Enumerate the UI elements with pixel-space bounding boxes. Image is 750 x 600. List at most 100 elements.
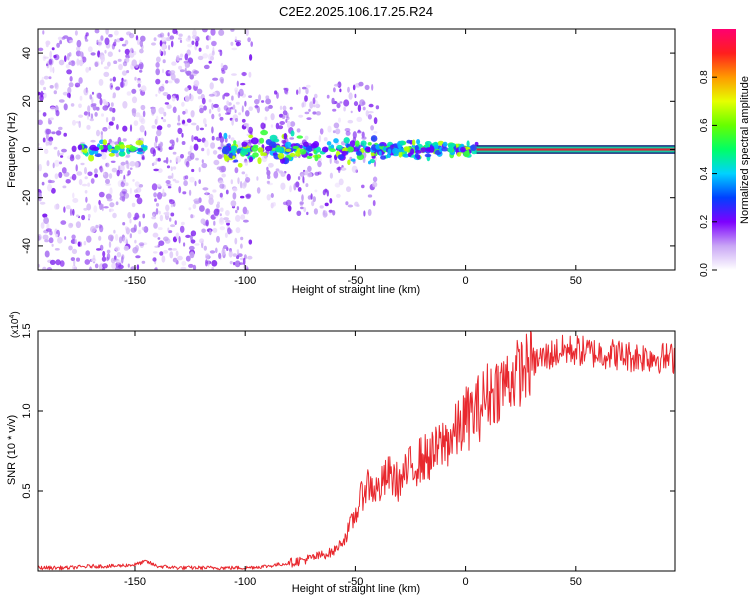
spectrogram-speckle (311, 200, 315, 207)
spectrogram-speckle (199, 238, 205, 244)
spectrogram-speckle (357, 129, 361, 133)
spectrogram-speckle (361, 184, 365, 189)
spectrogram-speckle (62, 91, 68, 96)
spectrogram-speckle (178, 65, 183, 70)
spectrogram-speckle (211, 50, 215, 56)
y-tick-label: -20 (21, 190, 33, 206)
spectrogram-speckle (38, 47, 44, 52)
colorbar-label: Normalized spectral amplitude (739, 76, 750, 224)
spectrogram-speckle (287, 205, 292, 212)
spectrogram-speckle (353, 101, 359, 107)
spectrogram-speckle (125, 154, 131, 158)
y-tick-label: 1.5 (21, 323, 33, 338)
spectrogram-speckle (119, 169, 123, 174)
spectrogram-speckle (189, 145, 193, 152)
spectrogram-speckle (338, 178, 344, 186)
spectrogram-speckle (268, 182, 273, 186)
spectrogram-speckle (216, 235, 220, 243)
spectrogram-speckle (72, 208, 75, 216)
spectrogram-speckle (49, 259, 56, 265)
spectrogram-band-blob (248, 134, 254, 139)
spectrogram-speckle (193, 136, 199, 141)
spectrogram-speckle (270, 113, 275, 121)
spectrogram-speckle (209, 250, 216, 254)
spectrogram-band-blob (252, 152, 259, 158)
spectrogram-speckle (131, 108, 137, 114)
spectrogram-speckle (317, 171, 322, 175)
spectrogram-speckle (45, 133, 49, 140)
spectrogram-speckle (210, 29, 216, 36)
spectrogram-speckle (186, 49, 191, 56)
snr-plot-area (38, 331, 675, 571)
spectrogram-speckle (93, 205, 98, 213)
spectrogram-speckle (57, 150, 60, 157)
spectrogram-speckle (179, 53, 184, 58)
spectrogram-speckle (238, 88, 244, 97)
spectrogram-speckle (42, 137, 46, 143)
spectrogram-speckle (231, 47, 238, 51)
spectrogram-speckle (161, 83, 165, 89)
spectrogram-speckle (238, 112, 242, 116)
spectrogram-speckle (167, 32, 170, 37)
spectrogram-speckle (45, 228, 52, 232)
spectrogram-speckle (47, 183, 53, 192)
spectrogram-speckle (58, 171, 63, 179)
spectrogram-speckle (240, 82, 246, 86)
spectrogram-speckle (282, 105, 287, 111)
spectrogram-speckle (106, 249, 111, 254)
spectrogram-band-blob (231, 145, 238, 152)
spectrogram-speckle (194, 200, 200, 205)
spectrogram-speckle (71, 173, 77, 181)
spectrogram-speckle (190, 214, 194, 219)
spectrogram-speckle (50, 106, 56, 111)
spectrogram-band-blob (119, 144, 126, 150)
spectrogram-speckle (168, 80, 173, 84)
spectrogram-band-blob (233, 140, 237, 146)
spectrogram-speckle (48, 237, 54, 244)
spectrogram-speckle (136, 38, 141, 46)
spectrogram-speckle (43, 86, 47, 91)
spectrogram-band-blob (260, 150, 264, 157)
colorbar-tick-label: 0.2 (699, 214, 710, 228)
spectrogram-speckle (84, 39, 89, 42)
spectrogram-band-blob (370, 152, 375, 157)
spectrogram-speckle (162, 119, 167, 123)
spectrogram-speckle (326, 190, 329, 197)
spectrogram-speckle (170, 212, 175, 217)
spectrogram-speckle (202, 53, 209, 59)
spectrogram-speckle (104, 105, 108, 109)
spectrogram-speckle (105, 178, 110, 185)
spectrogram-band-blob (403, 146, 410, 152)
spectrogram-speckle (332, 210, 336, 216)
spectrogram-speckle (314, 189, 318, 193)
spectrogram-speckle (66, 53, 70, 61)
spectrogram-speckle (367, 194, 373, 198)
spectrogram-speckle (56, 42, 60, 48)
spectrogram-speckle (122, 125, 128, 132)
spectrogram-speckle (217, 146, 222, 150)
spectrogram-speckle (176, 137, 179, 143)
spectrogram-panel: -150 -100 -50 0 50 -40 -20 0 20 40 Height of str… (6, 28, 676, 296)
spectrogram-speckle (232, 192, 237, 200)
spectrogram-speckle (186, 118, 192, 123)
spectrogram-speckle (69, 155, 75, 162)
spectrogram-band-blob (271, 144, 277, 148)
spectrogram-speckle (136, 80, 142, 84)
spectrogram-speckle (86, 203, 92, 211)
spectrogram-band-blob (251, 145, 259, 152)
spectrogram-speckle (89, 266, 92, 270)
spectrogram-speckle (187, 43, 193, 48)
spectrogram-speckle (305, 87, 309, 95)
spectrogram-speckle (87, 46, 93, 53)
spectrogram-band-blob (379, 143, 385, 147)
spectrogram-band-blob (277, 152, 285, 160)
y-tick-label: 40 (21, 47, 33, 59)
spectrogram-y-axis-label: Frequency (Hz) (6, 112, 18, 188)
spectrogram-speckle (134, 212, 139, 220)
spectrogram-speckle (138, 242, 145, 247)
spectrogram-speckle (219, 165, 225, 173)
spectrogram-speckle (221, 248, 226, 256)
colorbar-tick-label: 0.4 (699, 166, 710, 180)
spectrogram-speckle (266, 170, 271, 176)
spectrogram-band-blob (398, 151, 403, 158)
